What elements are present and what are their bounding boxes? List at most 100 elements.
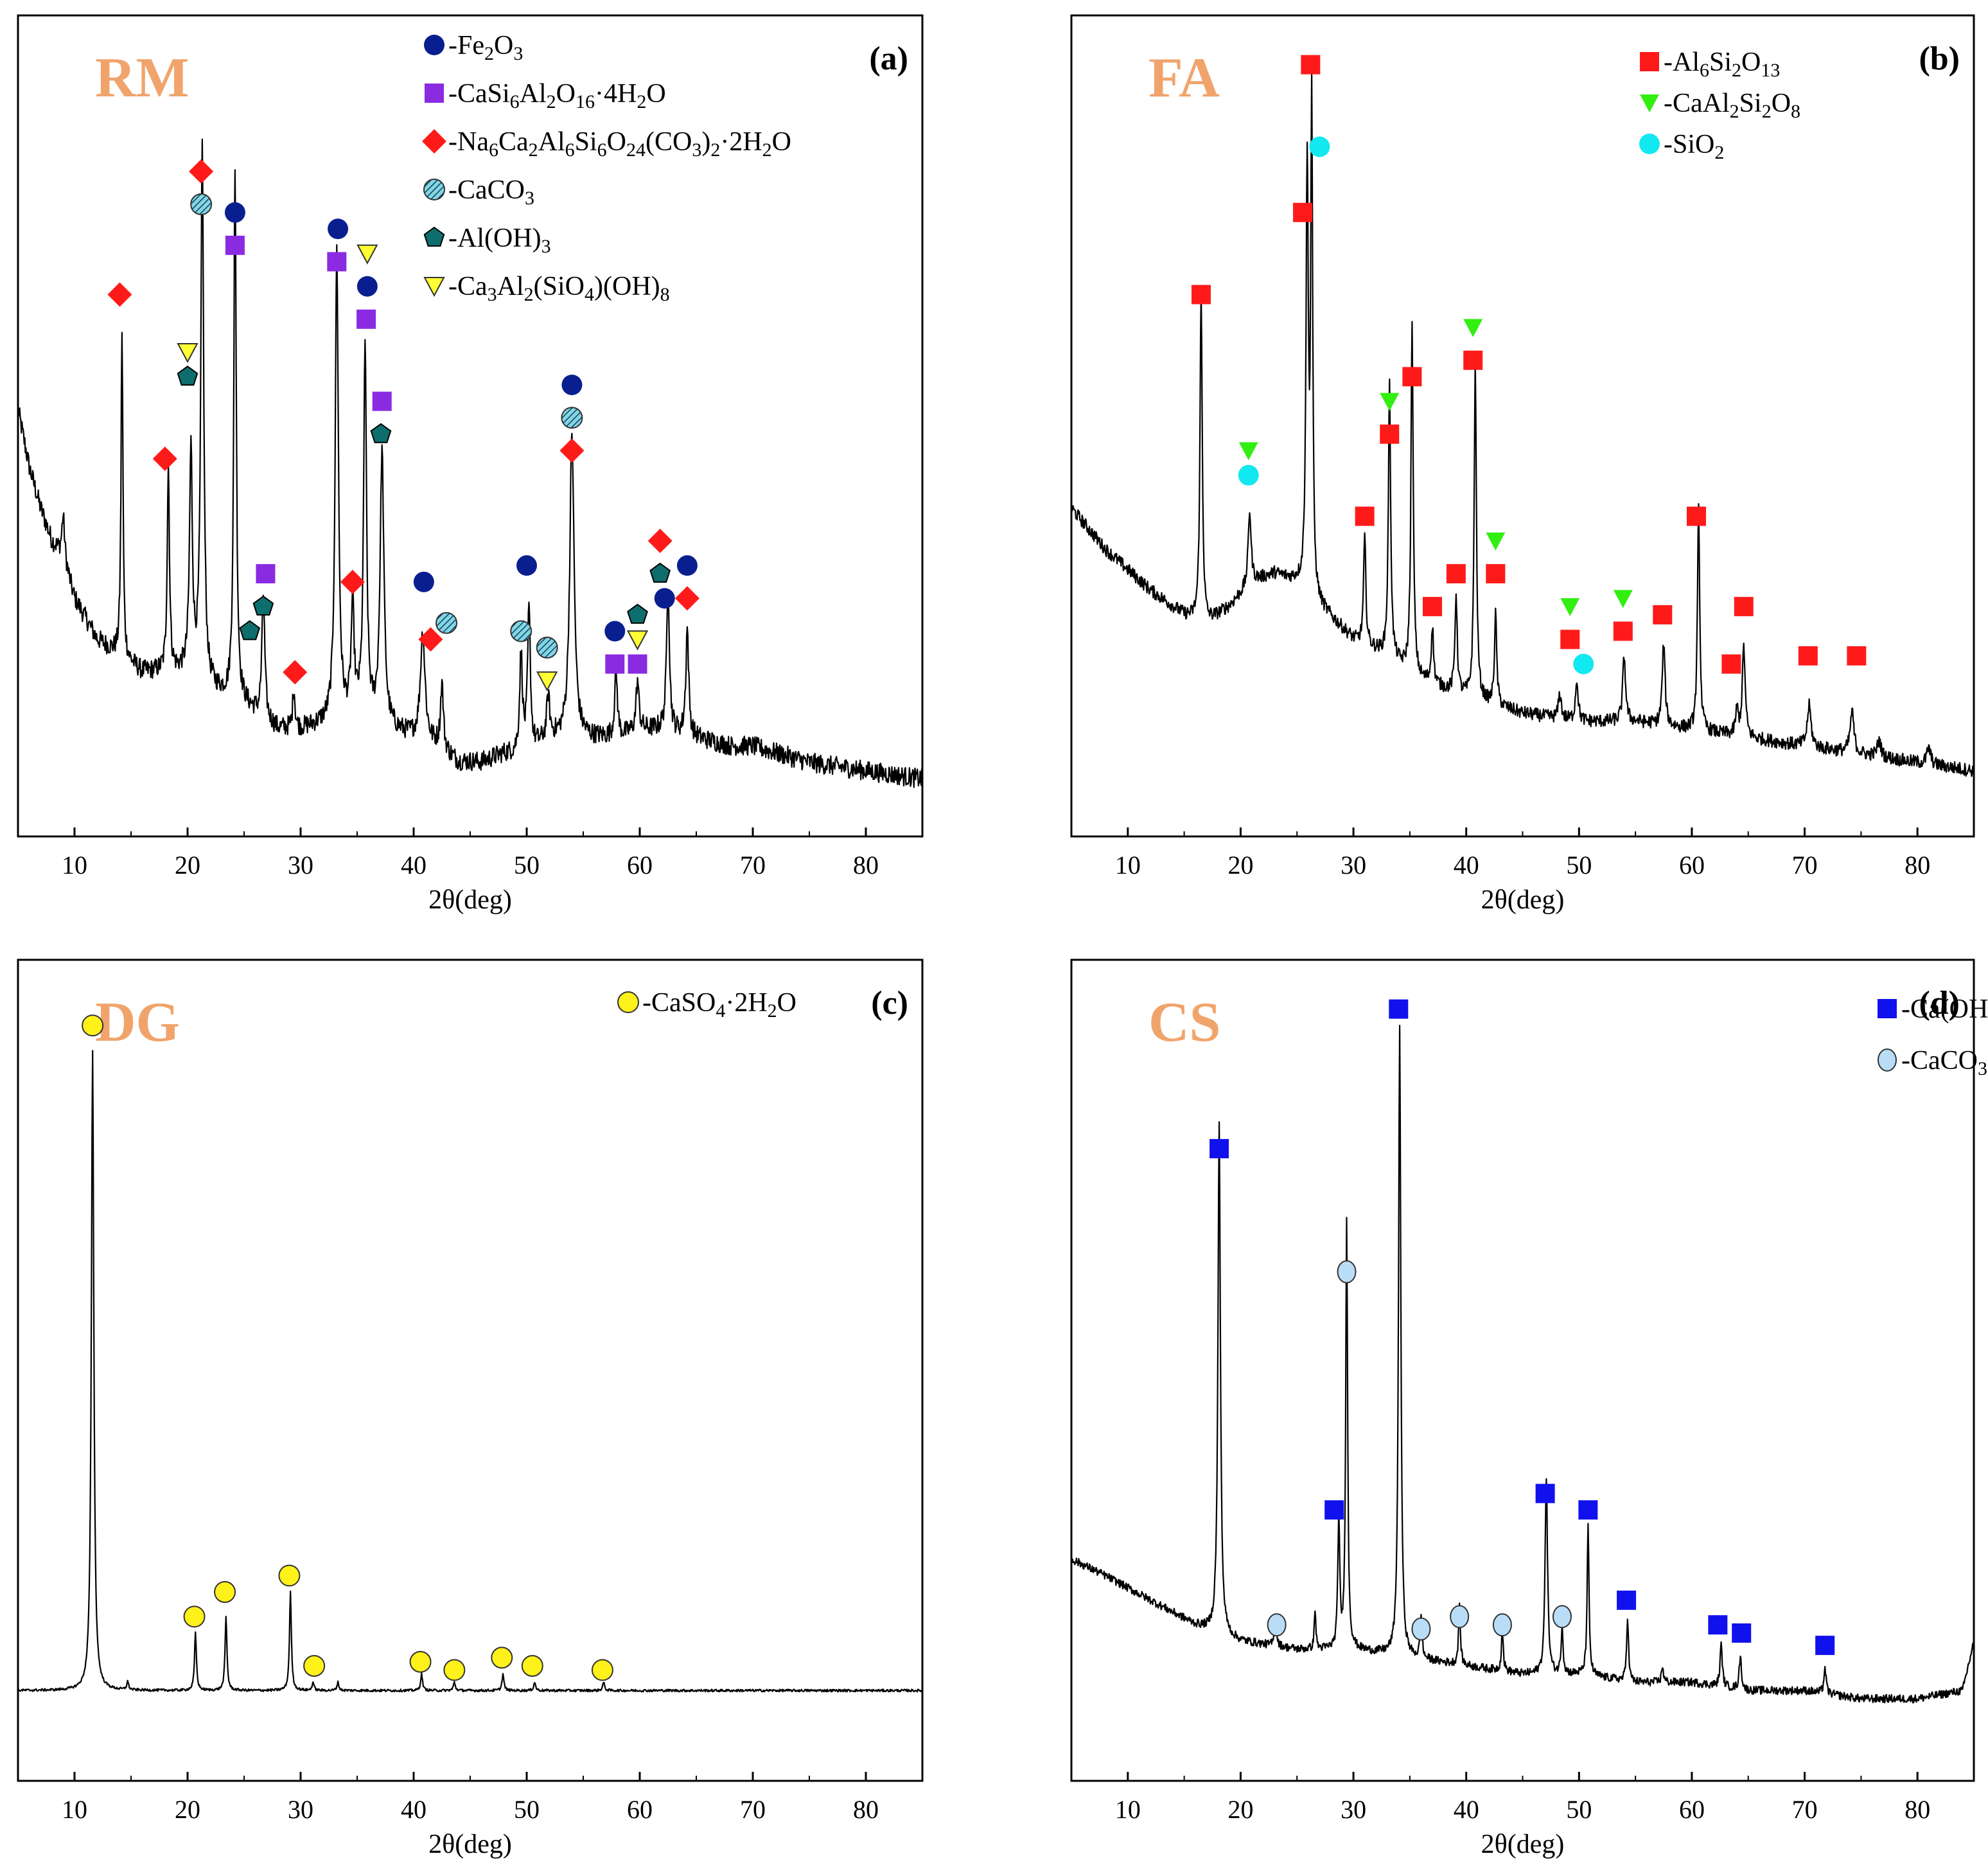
legend-label: -SiO2 — [1664, 130, 1724, 163]
phase-marker — [435, 612, 458, 634]
phase-marker — [626, 630, 649, 651]
phase-marker — [1337, 1260, 1357, 1284]
phase-marker — [256, 564, 276, 584]
x-tick-label: 60 — [1679, 1795, 1705, 1824]
phase-marker — [340, 569, 365, 594]
phase-marker — [1267, 1613, 1287, 1637]
legend-label: -CaCO3 — [448, 175, 534, 209]
phase-marker — [1734, 597, 1754, 617]
phase-marker — [1301, 55, 1321, 75]
phase-marker — [283, 660, 308, 685]
x-tick-label: 60 — [627, 851, 653, 880]
phase-marker — [224, 202, 245, 223]
x-tick-label: 30 — [288, 851, 313, 880]
legend-label: -CaCO3 — [1901, 1046, 1987, 1079]
phase-marker — [1552, 1605, 1572, 1629]
x-tick-label: 10 — [1115, 1795, 1141, 1824]
x-tick-label: 30 — [288, 1795, 313, 1824]
x-tick-label: 70 — [1792, 1795, 1818, 1824]
phase-marker — [676, 555, 698, 576]
xrd-pattern-line — [1070, 69, 1975, 777]
phase-marker — [1486, 532, 1506, 551]
phase-marker — [561, 407, 583, 429]
legend-label: -Ca(OH)2 — [1901, 994, 1988, 1028]
legend-label: -Na6Ca2Al6Si6O24(CO3)2·2H2O — [448, 127, 791, 161]
legend-marker — [1878, 1048, 1897, 1072]
phase-marker — [356, 309, 376, 329]
x-tick-label: 10 — [62, 1795, 87, 1824]
phase-marker — [627, 603, 648, 624]
phase-marker — [1446, 564, 1466, 584]
legend: -Fe2O3 -CaSi6Al2O16·4H2O -Na6Ca2Al6Si6O24(… — [422, 31, 791, 305]
x-tick-label: 50 — [1566, 1795, 1592, 1824]
x-tick-label: 30 — [1341, 851, 1366, 880]
x-tick-label: 50 — [514, 1795, 540, 1824]
x-axis-label: 2θ(deg) — [428, 1830, 512, 1859]
legend-marker — [423, 226, 445, 247]
phase-marker — [1309, 136, 1330, 157]
x-tick-label: 50 — [514, 851, 540, 880]
phase-marker — [1535, 1483, 1555, 1503]
phase-marker — [1238, 442, 1258, 461]
x-tick-label: 80 — [853, 1795, 879, 1824]
phase-marker — [1293, 202, 1313, 222]
x-tick-label: 20 — [175, 1795, 200, 1824]
legend-label: -Al6Si2O13 — [1664, 48, 1780, 81]
phase-marker — [239, 620, 261, 641]
phase-marker — [214, 1581, 236, 1604]
legend-marker — [1640, 52, 1659, 71]
panel-fa: 10 20 30 40 50 60 70 80 2θ(deg) FA (b) -Al6Si2O13 -C… — [1070, 14, 1975, 915]
legend-marker — [424, 35, 444, 55]
xrd-pattern-line — [17, 138, 924, 788]
phase-marker — [1238, 464, 1259, 486]
x-tick-label: 70 — [1792, 851, 1818, 880]
phase-marker — [1191, 285, 1211, 305]
phase-marker — [1798, 646, 1818, 666]
panel-rm: 10 20 30 40 50 60 70 80 2θ(deg) RM (a) -Fe2O3 -CaSi6… — [17, 14, 924, 915]
phase-marker — [1847, 646, 1867, 666]
legend-label: -Fe2O3 — [448, 31, 523, 64]
legend-marker — [1640, 94, 1659, 112]
phase-marker — [649, 562, 671, 583]
phase-marker — [561, 375, 583, 396]
panel-letter: (b) — [1919, 40, 1960, 77]
legend-marker — [1639, 134, 1660, 154]
phase-marker — [356, 276, 378, 297]
x-axis-label: 2θ(deg) — [428, 885, 512, 915]
plot-frame — [17, 959, 924, 1782]
sample-name: FA — [1148, 47, 1220, 109]
x-tick-label: 80 — [853, 851, 879, 880]
phase-marker — [1389, 999, 1409, 1019]
panel-letter: (a) — [869, 40, 908, 77]
legend-marker — [617, 991, 639, 1013]
x-axis-label: 2θ(deg) — [1481, 1830, 1565, 1859]
phase-marker — [1402, 367, 1422, 387]
phase-marker — [516, 555, 537, 576]
phase-marker — [372, 391, 392, 411]
x-tick-label: 40 — [401, 1795, 427, 1824]
x-tick-label: 40 — [401, 851, 427, 880]
phase-marker — [1486, 564, 1506, 584]
panel-letter: (d) — [1919, 985, 1960, 1021]
phase-marker — [409, 1650, 432, 1673]
phase-marker — [604, 621, 626, 642]
x-tick-label: 70 — [740, 1795, 766, 1824]
legend-label: -Ca3Al2(SiO4)(OH)8 — [448, 272, 670, 305]
phase-marker — [278, 1564, 301, 1587]
phase-marker — [177, 366, 198, 386]
phase-marker — [356, 244, 378, 265]
phase-marker — [152, 446, 177, 472]
phase-marker — [1380, 393, 1400, 411]
phase-marker — [654, 588, 675, 609]
phase-marker — [183, 1605, 206, 1628]
phase-marker — [303, 1655, 326, 1677]
phase-marker — [189, 159, 214, 184]
legend-marker — [423, 179, 445, 200]
phase-marker — [1613, 590, 1633, 608]
phase-marker — [1210, 1138, 1229, 1158]
legend-label: -CaAl2Si2O8 — [1664, 89, 1800, 122]
legend-label: -Al(OH)3 — [448, 224, 551, 257]
x-tick-label: 70 — [740, 851, 766, 880]
phase-marker — [536, 637, 558, 659]
phase-marker — [1560, 630, 1580, 650]
